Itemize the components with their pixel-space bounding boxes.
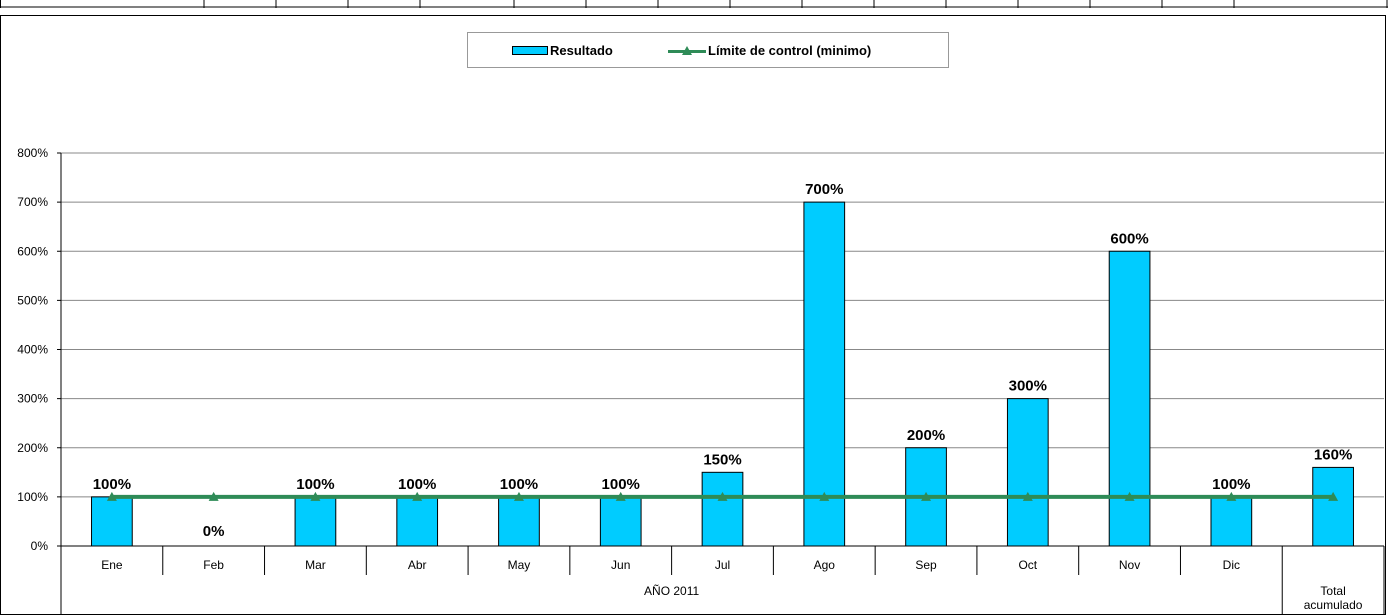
x-tick-label-jun: Jun <box>611 558 630 572</box>
data-label-ago: 700% <box>805 181 843 198</box>
chart-legend: Resultado Límite de control (minimo) <box>467 32 949 68</box>
control-limit-marker-0 <box>106 491 117 501</box>
legend-line-swatch <box>668 45 706 57</box>
x-group-label: AÑO 2011 <box>644 584 699 598</box>
x-tick-label-ago: Ago <box>814 558 836 572</box>
control-limit-marker-3 <box>412 491 423 501</box>
y-tick-label-4: 400% <box>17 343 48 357</box>
data-label-mar: 100% <box>296 476 334 493</box>
bar-ene <box>91 496 133 547</box>
top-table-border-strip <box>0 0 1388 8</box>
bar-abr <box>396 496 439 547</box>
x-tick-label-total-1: acumulado <box>1304 598 1363 612</box>
x-tick-label-ene: Ene <box>101 558 123 572</box>
bar-mar <box>294 496 337 547</box>
control-limit-marker-2 <box>310 491 321 501</box>
x-tick-label-nov: Nov <box>1119 558 1140 572</box>
x-tick-label-dic: Dic <box>1223 558 1240 572</box>
data-label-ene: 100% <box>93 476 131 493</box>
data-label-may: 100% <box>500 476 538 493</box>
legend-bar-swatch <box>512 46 548 55</box>
x-tick-label-feb: Feb <box>203 558 224 572</box>
chart-area <box>0 15 1386 615</box>
legend-label-limite: Límite de control (minimo) <box>708 43 872 58</box>
data-label-oct: 300% <box>1009 378 1047 395</box>
x-tick-label-mar: Mar <box>305 558 326 572</box>
control-limit-marker-4 <box>513 491 524 501</box>
x-tick-label-sep: Sep <box>915 558 937 572</box>
bar-dic <box>1210 496 1253 547</box>
control-limit-marker-11 <box>1226 491 1237 501</box>
bar-may <box>498 496 540 547</box>
data-label-jun: 100% <box>602 476 640 493</box>
bar-nov <box>1108 250 1151 547</box>
control-limit-marker-8 <box>921 491 932 501</box>
x-tick-label-abr: Abr <box>408 558 427 572</box>
control-limit-marker-7 <box>819 491 830 501</box>
x-tick-label-jul: Jul <box>715 558 730 572</box>
y-tick-label-7: 700% <box>17 195 48 209</box>
bar-total-acumulado <box>1312 466 1354 547</box>
control-limit-marker-12 <box>1328 491 1339 501</box>
control-limit-marker-1 <box>208 491 219 501</box>
y-tick-label-8: 800% <box>17 146 48 160</box>
data-label-sep: 200% <box>907 427 945 444</box>
y-tick-label-0: 0% <box>31 539 49 553</box>
bar-jun <box>599 496 642 547</box>
x-tick-label-may: May <box>508 558 531 572</box>
x-tick-label-total-0: Total <box>1320 584 1345 598</box>
y-tick-label-1: 100% <box>17 490 48 504</box>
control-limit-marker-10 <box>1124 491 1135 501</box>
control-limit-marker-9 <box>1022 491 1033 501</box>
y-tick-label-6: 600% <box>17 244 48 258</box>
data-label-jul: 150% <box>703 451 741 468</box>
data-label-nov: 600% <box>1110 230 1148 247</box>
data-label-dic: 100% <box>1212 476 1250 493</box>
y-tick-label-3: 300% <box>17 392 48 406</box>
data-label-total-acumulado: 160% <box>1314 446 1352 463</box>
legend-item-limite: Límite de control (minimo) <box>668 43 871 58</box>
bar-ago <box>803 201 846 547</box>
control-limit-marker-6 <box>717 491 728 501</box>
legend-label-resultado: Resultado <box>550 43 613 58</box>
x-tick-label-oct: Oct <box>1018 558 1037 572</box>
bar-oct <box>1006 398 1049 547</box>
y-tick-label-5: 500% <box>17 293 48 307</box>
data-label-feb: 0% <box>203 523 225 540</box>
data-label-abr: 100% <box>398 476 436 493</box>
control-limit-marker-5 <box>615 491 626 501</box>
bar-jul <box>701 471 744 547</box>
legend-item-resultado: Resultado <box>512 43 613 58</box>
y-tick-label-2: 200% <box>17 441 48 455</box>
